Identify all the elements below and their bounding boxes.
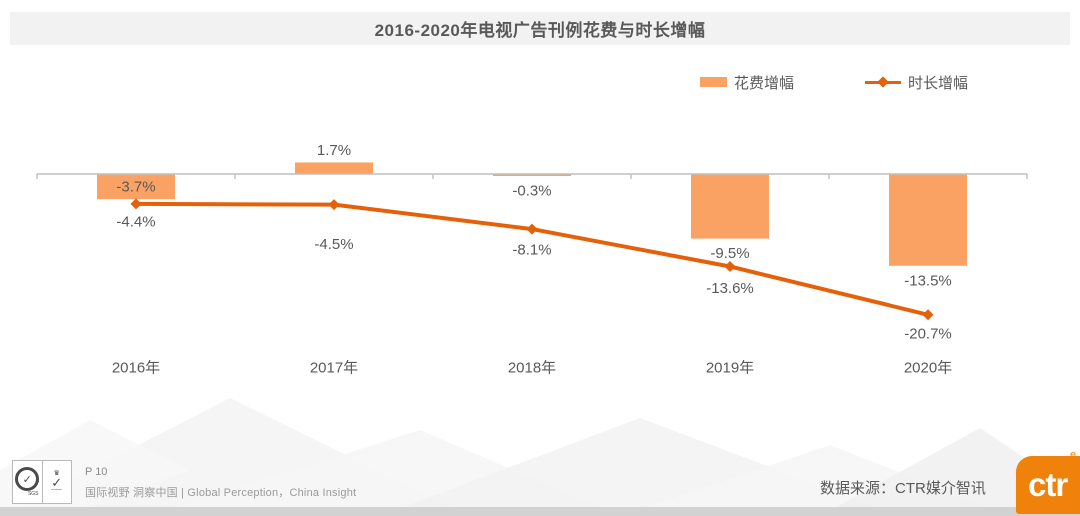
x-tick-label-2017年: 2017年 (310, 360, 358, 377)
line-point-2018年 (526, 223, 538, 235)
line-point-2020年 (922, 309, 934, 321)
line-swatch-icon (864, 76, 901, 88)
line-label-2020年: -20.7% (904, 325, 952, 342)
sgs-label: SGS (27, 491, 39, 497)
sgs-ring-check-icon: ✓ (15, 467, 40, 491)
line-point-2017年 (328, 199, 340, 211)
bar-2017年 (295, 162, 373, 174)
line-label-2018年: -8.1% (512, 242, 551, 259)
footer-tagline: 国际视野 洞察中国 | Global Perception，China Insi… (85, 487, 357, 499)
chart-title: 2016-2020年电视广告刊例花费与时长增幅 (374, 21, 706, 40)
line-label-2017年: -4.5% (314, 236, 353, 253)
line-series (134, 201, 930, 317)
legend-item-duration: 时长增幅 (864, 72, 968, 93)
bar-label-2019年: -9.5% (710, 245, 749, 262)
line-point-2016年 (130, 198, 142, 210)
ctr-logo-text: ctr (1028, 466, 1068, 503)
bar-swatch-icon (700, 77, 727, 87)
logo-registered-mark: e (1070, 449, 1077, 461)
x-tick-label-2020年: 2020年 (904, 360, 952, 377)
x-tick-label-2016年: 2016年 (112, 360, 160, 377)
bottom-strip (0, 507, 1080, 516)
certification-badges: ✓ SGS ♛ ✓ ▔▔▔ (12, 460, 72, 504)
bar-label-2017年: 1.7% (317, 142, 351, 159)
crest-check-icon: ✓ (51, 474, 63, 490)
bar-2019年 (691, 174, 769, 239)
cnas-badge-icon: ♛ ✓ ▔▔▔ (41, 461, 72, 503)
bar-label-2016年: -3.7% (116, 179, 155, 196)
line-label-2019年: -13.6% (706, 280, 754, 297)
bar-2016年 (97, 174, 175, 200)
bar-2020年 (889, 174, 967, 266)
x-tick-label-2019年: 2019年 (706, 360, 754, 377)
x-tick-label-2018年: 2018年 (508, 360, 556, 377)
bar-label-2018年: -0.3% (512, 183, 551, 200)
bar-label-2020年: -13.5% (904, 272, 952, 289)
legend-label-duration: 时长增幅 (907, 74, 968, 92)
legend: 花费增幅 时长增幅 (700, 72, 968, 92)
legend-item-spend: 花费增幅 (700, 72, 794, 93)
line-point-2019年 (724, 260, 736, 272)
title-band: 2016-2020年电视广告刊例花费与时长增幅 (10, 12, 1070, 45)
crest-lines: ▔▔▔ (51, 488, 63, 494)
legend-label-spend: 花费增幅 (734, 74, 795, 92)
diamond-marker-icon (877, 76, 889, 88)
data-source: 数据来源：CTR媒介智讯 (820, 480, 986, 497)
sgs-badge-icon: ✓ SGS (13, 461, 42, 503)
page-number: P 10 (85, 466, 108, 478)
crest-icon: ♛ (53, 469, 60, 477)
line-label-2016年: -4.4% (116, 213, 155, 230)
bar-2018年 (493, 174, 571, 177)
ctr-logo: ctr (1016, 456, 1080, 514)
